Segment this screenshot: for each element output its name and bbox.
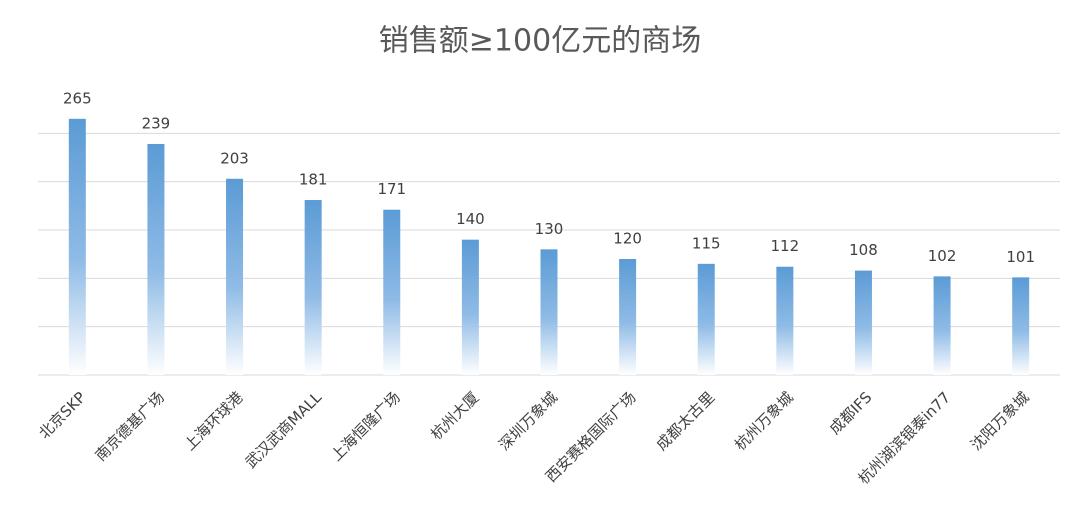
value-label: 101	[1006, 248, 1035, 266]
bar	[697, 263, 715, 375]
bar	[933, 276, 951, 375]
bar	[854, 270, 872, 375]
bar	[540, 249, 558, 375]
value-label: 265	[63, 89, 92, 107]
bar	[1012, 277, 1030, 375]
bar	[68, 118, 86, 375]
value-label: 239	[142, 114, 171, 132]
bar	[304, 200, 322, 375]
value-label: 102	[928, 247, 957, 265]
value-label: 140	[456, 210, 485, 228]
value-label: 181	[299, 171, 328, 189]
value-label: 120	[613, 230, 642, 248]
value-label: 171	[377, 180, 406, 198]
value-label: 108	[849, 241, 878, 259]
bar	[619, 259, 637, 375]
value-label: 203	[220, 149, 249, 167]
chart-title: 销售额≥100亿元的商场	[379, 24, 701, 59]
bar	[461, 239, 479, 375]
bar	[383, 209, 401, 375]
bar	[776, 266, 794, 375]
value-label: 115	[692, 234, 721, 252]
value-label: 130	[535, 220, 564, 238]
value-label: 112	[771, 237, 800, 255]
bar	[147, 143, 165, 375]
bar	[226, 178, 244, 375]
